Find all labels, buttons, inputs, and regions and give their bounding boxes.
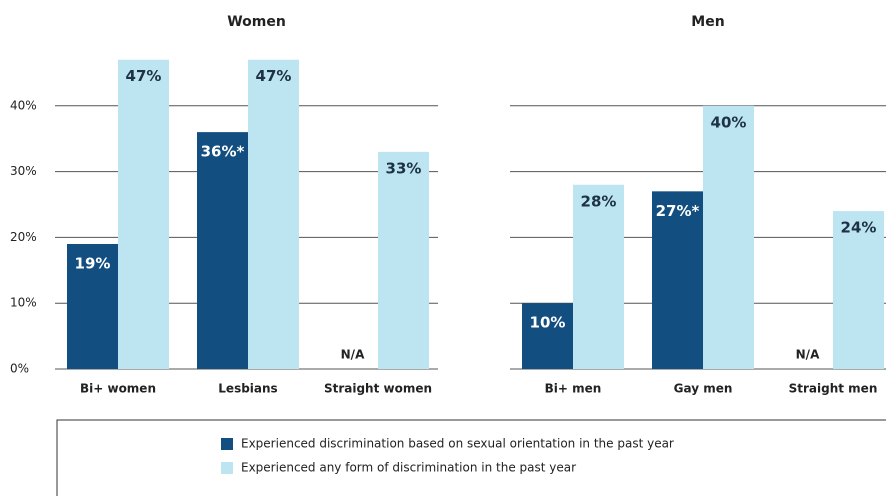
bar — [573, 184, 624, 369]
x-tick-label: Bi+ women — [80, 382, 156, 396]
bar — [833, 211, 884, 369]
value-label: 40% — [711, 113, 747, 131]
value-label: 19% — [75, 254, 111, 272]
value-label: 47% — [126, 67, 162, 85]
bar — [118, 59, 169, 370]
y-tick-label: 20% — [10, 230, 37, 244]
y-tick-label: 40% — [10, 98, 37, 112]
bar — [248, 59, 299, 370]
value-label: 24% — [841, 219, 877, 237]
value-label: 27%* — [656, 202, 700, 220]
value-label: 36%* — [201, 143, 245, 161]
x-tick-label: Straight women — [324, 382, 432, 396]
legend-box — [56, 419, 886, 496]
legend-swatch — [221, 462, 233, 474]
legend-label: Experienced any form of discrimination i… — [241, 461, 576, 475]
bar — [652, 191, 703, 369]
value-label: 28% — [581, 192, 617, 210]
bar — [197, 132, 248, 369]
value-label: 33% — [386, 159, 422, 177]
value-label: 10% — [530, 314, 566, 332]
bar — [522, 303, 573, 369]
value-label: N/A — [796, 348, 820, 362]
bar — [378, 151, 429, 369]
x-tick-label: Bi+ men — [545, 382, 602, 396]
value-label: 47% — [256, 67, 292, 85]
x-tick-label: Gay men — [674, 382, 733, 396]
x-tick-label: Lesbians — [218, 382, 277, 396]
x-tick-label: Straight men — [789, 382, 878, 396]
legend-label: Experienced discrimination based on sexu… — [241, 437, 674, 451]
bar — [703, 105, 754, 370]
y-tick-label: 0% — [10, 362, 29, 376]
y-tick-label: 30% — [10, 164, 37, 178]
y-tick-label: 10% — [10, 296, 37, 310]
chart-title: Women — [227, 14, 286, 30]
bar — [67, 243, 118, 369]
chart-title: Men — [691, 14, 724, 30]
value-label: N/A — [341, 348, 365, 362]
legend-swatch — [221, 438, 233, 450]
